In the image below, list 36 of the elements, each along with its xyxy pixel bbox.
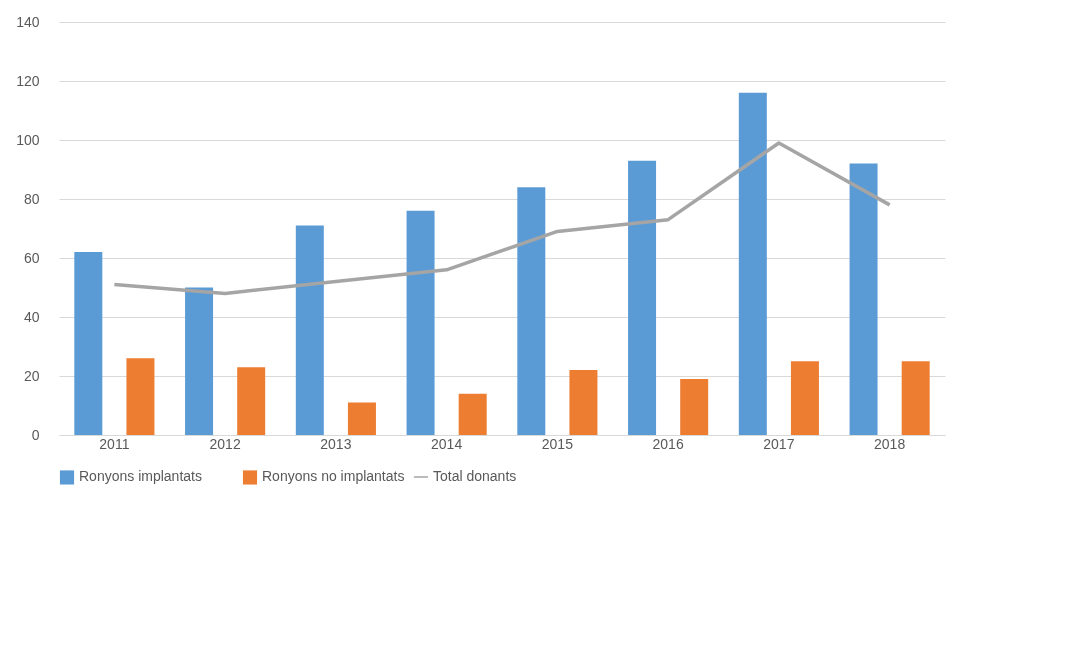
bar (347, 402, 376, 435)
x-tick-label: 2018 (874, 435, 906, 452)
y-tick-label: 120 (16, 72, 40, 89)
bar (458, 393, 487, 435)
bar (126, 358, 155, 435)
line-series (112, 141, 892, 296)
bar (185, 287, 214, 435)
bar (295, 225, 324, 435)
bar (680, 378, 709, 435)
y-tick-label: 80 (23, 190, 40, 207)
x-tick-label: 2014 (431, 435, 463, 452)
x-tick-label: 2017 (763, 435, 795, 452)
y-tick-label: 100 (16, 131, 40, 148)
legend-label: Total donants (433, 468, 517, 484)
y-tick-label: 40 (23, 308, 40, 325)
bar (790, 361, 819, 435)
legend-label: Ronyons no implantats (262, 468, 405, 485)
bar (628, 160, 657, 435)
x-tick-label: 2011 (99, 435, 130, 452)
bar (569, 370, 598, 435)
x-tick-label: 2015 (541, 435, 574, 452)
y-tick-label: 20 (23, 367, 40, 384)
legend-label: Ronyons implantats (79, 468, 202, 485)
bar (237, 367, 266, 435)
bar (738, 92, 767, 435)
bar (517, 187, 546, 435)
y-tick-label: 0 (31, 426, 40, 443)
x-tick-label: 2013 (320, 435, 352, 452)
bar (406, 210, 435, 435)
bar (849, 163, 878, 435)
bar (901, 361, 930, 435)
x-tick-label: 2016 (652, 435, 684, 452)
bar (74, 252, 103, 435)
y-tick-label: 60 (23, 249, 40, 266)
y-tick-label: 140 (16, 13, 40, 30)
x-tick-label: 2012 (209, 435, 241, 452)
